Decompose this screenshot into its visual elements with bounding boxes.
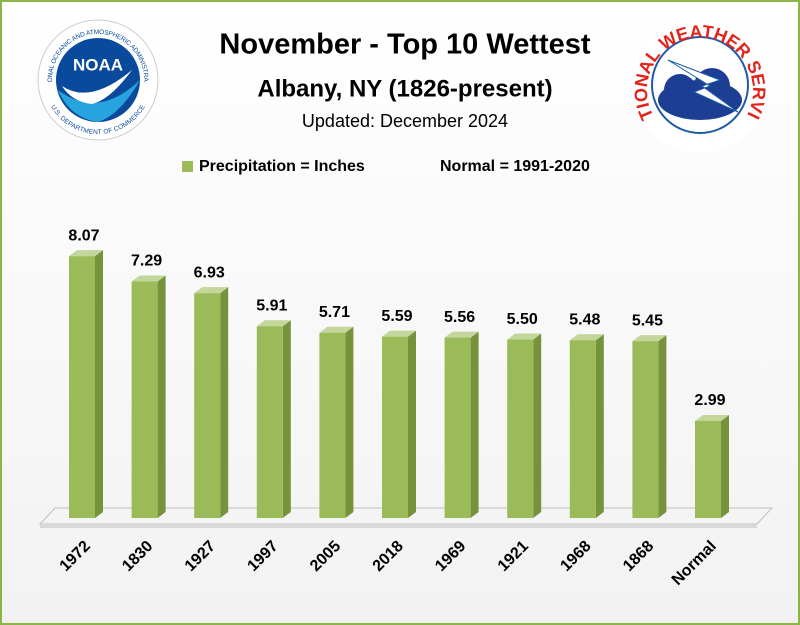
data-label: 5.59 — [381, 308, 412, 325]
bar-side — [470, 331, 479, 518]
bar-top — [319, 326, 354, 333]
bar-front — [569, 340, 596, 518]
bar-front — [69, 256, 95, 518]
updated-note: Updated: December 2024 — [302, 111, 508, 131]
bar-top — [382, 330, 416, 337]
chart-title: November - Top 10 Wettest — [219, 29, 591, 61]
bar-front — [131, 281, 158, 518]
data-label: 2.99 — [694, 392, 725, 409]
bar — [69, 250, 103, 518]
bar — [569, 334, 604, 518]
data-label: 8.07 — [68, 227, 99, 244]
bar-side — [408, 330, 416, 518]
bar-top — [444, 331, 479, 338]
bar — [695, 414, 729, 518]
bar-front — [256, 326, 283, 518]
data-label: 5.45 — [632, 312, 663, 329]
normal-note: Normal = 1991-2020 — [440, 158, 590, 175]
bar-side — [533, 333, 542, 518]
bar — [131, 275, 166, 518]
data-label: 5.50 — [507, 311, 538, 328]
bar-top — [69, 250, 103, 257]
bar-side — [595, 334, 604, 518]
data-label: 5.91 — [256, 297, 287, 314]
bar-side — [95, 250, 103, 518]
bar — [256, 320, 291, 518]
chart-subtitle: Albany, NY (1826-present) — [257, 75, 552, 102]
bar-side — [345, 326, 354, 518]
legend-swatch — [182, 161, 193, 172]
bar-front — [695, 420, 721, 518]
bar-side — [220, 287, 229, 518]
bar — [382, 330, 416, 518]
bar-top — [131, 275, 166, 282]
bar-side — [721, 414, 729, 518]
data-label: 7.29 — [131, 253, 162, 270]
bar — [632, 335, 667, 518]
noaa-name: NOAA — [73, 55, 123, 74]
bar — [194, 287, 229, 518]
bar-top — [256, 320, 291, 327]
bar-side — [658, 335, 667, 518]
bar-top — [194, 287, 229, 294]
bar-front — [194, 293, 221, 518]
bar-front — [632, 341, 659, 518]
bar-front — [444, 337, 471, 518]
bar — [507, 333, 542, 518]
bar-front — [507, 339, 534, 518]
legend-label: Precipitation = Inches — [199, 158, 365, 175]
bar-top — [569, 334, 604, 341]
bar-top — [695, 414, 729, 421]
floor-edge — [40, 524, 757, 528]
data-label: 5.71 — [319, 304, 350, 321]
bar — [444, 331, 479, 518]
bar-front — [382, 336, 408, 518]
data-label: 5.56 — [444, 309, 475, 326]
bar-front — [319, 332, 346, 518]
bar-side — [157, 275, 166, 518]
data-label: 6.93 — [194, 264, 225, 281]
bar — [319, 326, 354, 518]
bar-side — [282, 320, 291, 518]
bar-top — [632, 335, 667, 342]
data-label: 5.48 — [569, 311, 600, 328]
bar-top — [507, 333, 542, 340]
